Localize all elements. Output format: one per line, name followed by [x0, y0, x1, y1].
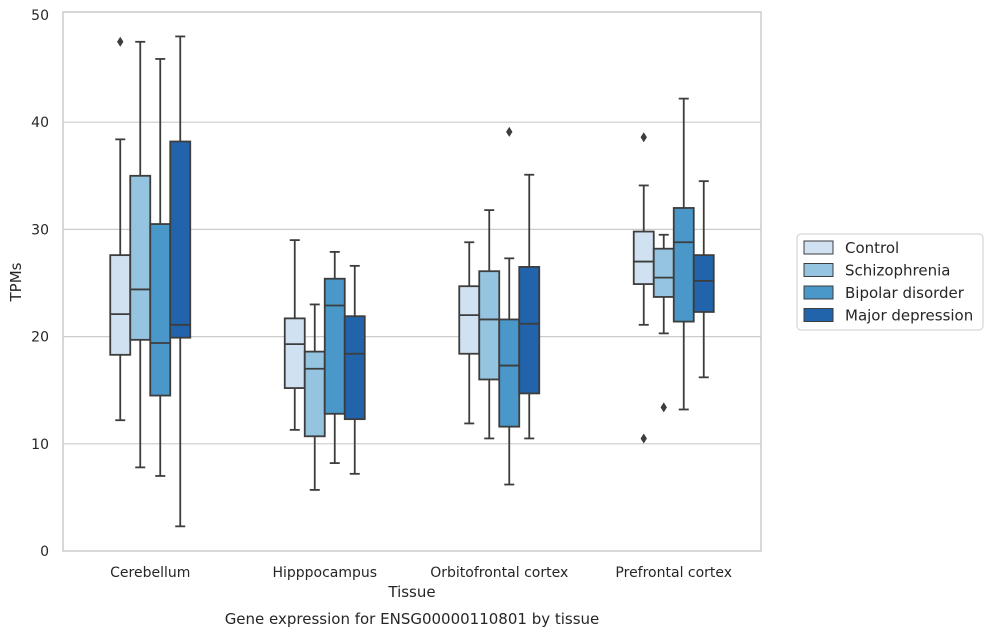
legend-swatch: [803, 308, 834, 322]
box-body: [303, 350, 326, 438]
box-body: [169, 140, 192, 339]
y-axis-label: TPMs: [7, 262, 25, 302]
box-body: [652, 247, 675, 298]
box-body: [109, 254, 132, 356]
legend-frame: [796, 233, 984, 331]
x-tick-label: Orbitofrontal cortex: [430, 565, 568, 581]
box-body: [672, 207, 695, 323]
legend-label: Major depression: [845, 307, 973, 325]
box-control: [283, 239, 306, 431]
legend-label: Bipolar disorder: [845, 284, 965, 302]
box-control: [109, 36, 132, 422]
box-schizophrenia: [129, 40, 152, 469]
x-tick-label: Prefrontal cortex: [615, 565, 732, 581]
box-control: [632, 132, 655, 444]
outlier-point: [117, 36, 124, 47]
box-body: [343, 315, 366, 421]
box-bipolar-disorder: [672, 97, 695, 411]
x-axis-ticks: Cerebellum Hipppocampus Orbitofrontal cort…: [110, 565, 732, 581]
chart-caption: Gene expression for ENSG00000110801 by t…: [225, 610, 600, 628]
y-tick-label: 50: [31, 8, 49, 24]
y-tick-label: 10: [31, 437, 49, 453]
box-schizophrenia: [652, 233, 675, 413]
box-bipolar-disorder: [498, 126, 521, 486]
box-body: [323, 277, 346, 415]
outlier-point: [660, 402, 667, 413]
box-body: [518, 266, 541, 395]
x-tick-label: Hipppocampus: [272, 565, 377, 581]
box-major-depression: [169, 35, 192, 528]
box-major-depression: [692, 180, 715, 379]
legend-swatch: [803, 240, 834, 255]
y-tick-label: 20: [31, 330, 49, 346]
y-axis-ticks: 0 10 20 30 40 50: [31, 8, 49, 560]
box-body: [283, 317, 306, 389]
outlier-point: [640, 433, 647, 444]
box-body: [478, 270, 501, 381]
box-major-depression: [343, 264, 366, 475]
box-schizophrenia: [303, 303, 326, 491]
box-body: [129, 174, 152, 341]
box-bipolar-disorder: [149, 58, 172, 477]
legend-label: Control: [845, 239, 899, 257]
legend-swatch: [803, 263, 834, 277]
legend-label: Schizophrenia: [845, 262, 950, 280]
legend: Control Schizophrenia Bipolar disorder Majo…: [796, 233, 984, 331]
outlier-point: [640, 132, 647, 143]
x-axis-label: Tissue: [387, 583, 435, 601]
legend-swatch: [803, 285, 834, 300]
box-body: [458, 285, 481, 355]
outlier-point: [506, 126, 513, 137]
x-tick-label: Cerebellum: [110, 565, 190, 581]
box-body: [149, 223, 172, 397]
box-body: [692, 254, 715, 313]
y-tick-label: 30: [31, 222, 49, 238]
box-schizophrenia: [478, 209, 501, 440]
box-body: [632, 230, 655, 285]
box-groups: [109, 35, 715, 528]
box-body: [498, 318, 521, 428]
y-tick-label: 40: [31, 115, 49, 131]
box-control: [458, 241, 481, 425]
y-tick-label: 0: [40, 544, 49, 560]
box-bipolar-disorder: [323, 251, 346, 464]
box-major-depression: [518, 173, 541, 440]
plot-frame: [62, 11, 762, 552]
